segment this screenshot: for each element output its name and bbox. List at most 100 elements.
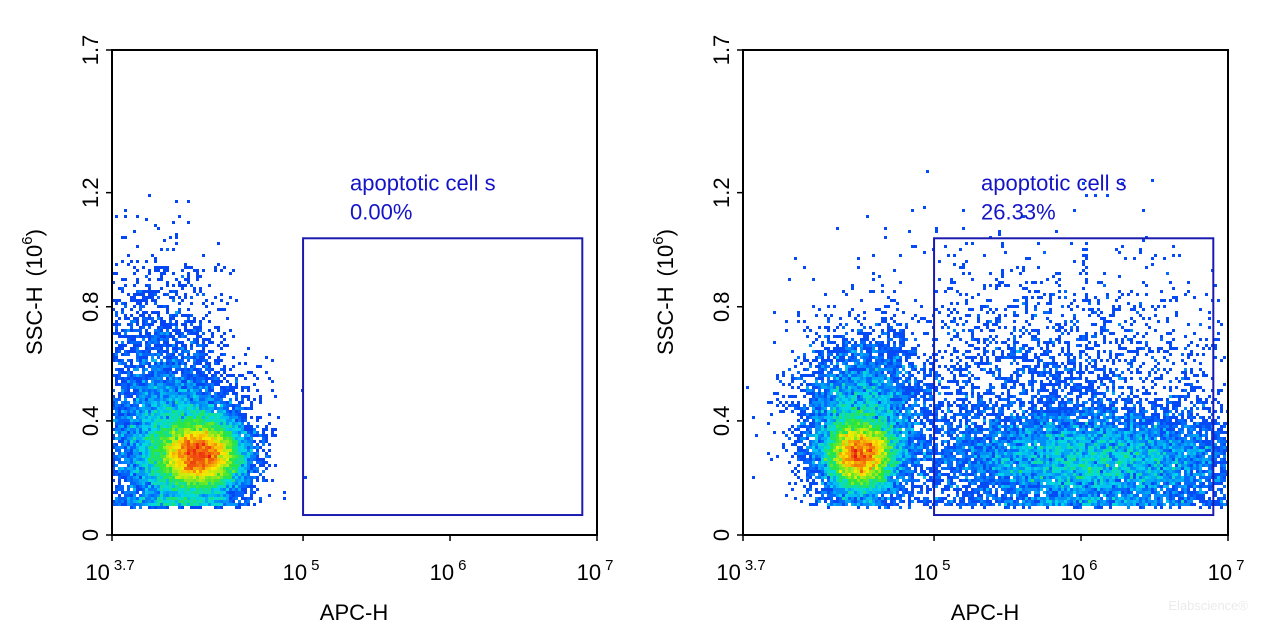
density-dot: [893, 314, 896, 317]
density-dot: [163, 365, 166, 368]
left-apoptotic-gate[interactable]: [302, 237, 584, 517]
density-dot: [1046, 344, 1049, 347]
density-dot: [1076, 401, 1079, 404]
density-dot: [818, 404, 821, 407]
density-dot: [911, 365, 914, 368]
density-dot: [1079, 272, 1082, 275]
density-dot: [950, 281, 953, 284]
density-dot: [160, 395, 163, 398]
density-dot: [145, 302, 148, 305]
density-dot: [178, 347, 181, 350]
density-dot: [199, 335, 202, 338]
density-dot: [163, 341, 166, 344]
density-dot: [914, 347, 917, 350]
density-dot: [839, 347, 842, 350]
density-dot: [214, 404, 217, 407]
density-dot: [127, 485, 130, 488]
density-dot: [232, 449, 235, 452]
density-dot: [872, 392, 875, 395]
density-dot: [136, 437, 139, 440]
density-dot: [1079, 338, 1082, 341]
density-dot: [809, 383, 812, 386]
density-dot: [1079, 335, 1082, 338]
density-dot: [977, 314, 980, 317]
density-dot: [121, 347, 124, 350]
density-dot: [830, 359, 833, 362]
density-dot: [974, 404, 977, 407]
density-dot: [136, 374, 139, 377]
density-dot: [253, 452, 256, 455]
density-dot: [136, 443, 139, 446]
density-dot: [1187, 323, 1190, 326]
density-dot: [169, 326, 172, 329]
density-dot: [205, 467, 208, 470]
density-dot: [1136, 395, 1139, 398]
density-dot: [187, 497, 190, 500]
density-dot: [214, 377, 217, 380]
density-dot: [169, 449, 172, 452]
density-dot: [124, 302, 127, 305]
density-dot: [914, 368, 917, 371]
density-dot: [860, 329, 863, 332]
density-dot: [851, 350, 854, 353]
density-dot: [1178, 395, 1181, 398]
density-dot: [995, 284, 998, 287]
density-dot: [848, 389, 851, 392]
density-dot: [1166, 398, 1169, 401]
density-dot: [127, 458, 130, 461]
density-dot: [836, 383, 839, 386]
density-dot: [166, 446, 169, 449]
density-dot: [935, 353, 938, 356]
density-dot: [1037, 341, 1040, 344]
density-dot: [202, 449, 205, 452]
density-dot: [235, 383, 238, 386]
density-dot: [136, 410, 139, 413]
density-dot: [1124, 404, 1127, 407]
density-dot: [908, 380, 911, 383]
density-dot: [181, 434, 184, 437]
density-dot: [1145, 293, 1148, 296]
density-dot: [1025, 305, 1028, 308]
density-dot: [178, 467, 181, 470]
density-dot: [184, 380, 187, 383]
density-dot: [851, 398, 854, 401]
density-dot: [214, 425, 217, 428]
density-dot: [130, 503, 133, 506]
density-dot: [1028, 290, 1031, 293]
density-dot: [1085, 377, 1088, 380]
density-dot: [181, 497, 184, 500]
density-dot: [193, 395, 196, 398]
density-dot: [917, 389, 920, 392]
density-dot: [181, 473, 184, 476]
density-dot: [124, 353, 127, 356]
density-dot: [112, 404, 115, 407]
density-dot: [115, 428, 118, 431]
density-dot: [1124, 329, 1127, 332]
density-dot: [226, 500, 229, 503]
density-dot: [130, 365, 133, 368]
density-dot: [250, 476, 253, 479]
density-dot: [169, 332, 172, 335]
density-dot: [1058, 341, 1061, 344]
density-dot: [184, 293, 187, 296]
density-dot: [142, 350, 145, 353]
left-x-axis: 10 3.7 10 5 10 6 10 7: [85, 535, 613, 585]
density-dot: [992, 338, 995, 341]
density-dot: [121, 425, 124, 428]
density-dot: [181, 386, 184, 389]
density-dot: [911, 392, 914, 395]
density-dot: [797, 320, 800, 323]
density-dot: [821, 404, 824, 407]
density-dot: [154, 377, 157, 380]
density-dot: [848, 404, 851, 407]
density-dot: [175, 404, 178, 407]
density-dot: [830, 401, 833, 404]
density-dot: [196, 440, 199, 443]
density-dot: [947, 287, 950, 290]
density-dot: [193, 488, 196, 491]
density-dot: [902, 401, 905, 404]
density-dot: [193, 359, 196, 362]
density-dot: [160, 449, 163, 452]
density-dot: [1067, 362, 1070, 365]
density-dot: [166, 506, 169, 509]
